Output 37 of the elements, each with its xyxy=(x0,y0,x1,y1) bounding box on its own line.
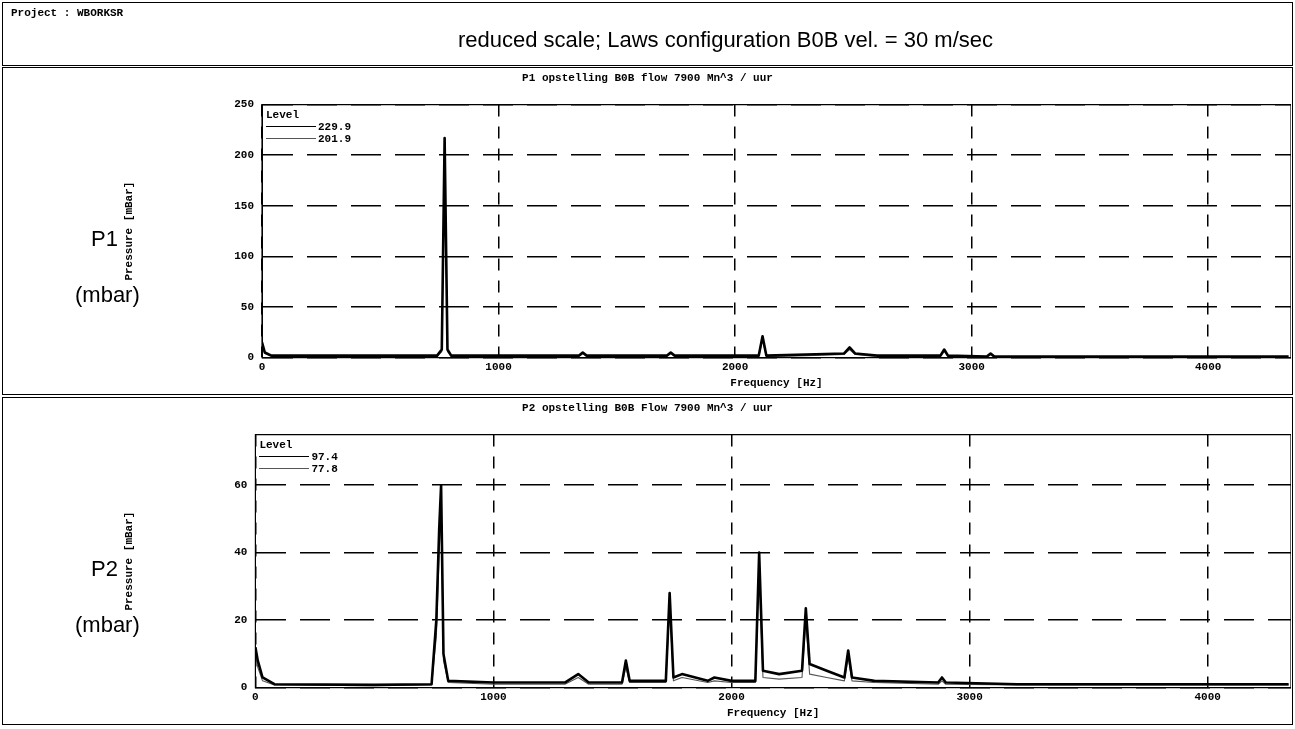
x-tick-label: 2000 xyxy=(718,690,745,703)
y-tick-label: 150 xyxy=(234,199,254,212)
x-tick-label: 2000 xyxy=(721,360,749,373)
y-tick-label: 200 xyxy=(234,148,254,161)
y-axis-title: Pressure [mBar] xyxy=(123,181,136,281)
legend-title: Level xyxy=(259,438,294,451)
x-tick-label: 4000 xyxy=(1195,360,1222,373)
text: P1 xyxy=(91,226,118,253)
legend-label: 229.9 xyxy=(318,120,352,133)
text: Project : WBORKSR xyxy=(11,7,124,19)
chart-title: P2 opstelling B0B Flow 7900 Mn^3 / uur xyxy=(521,402,774,414)
text: (mbar) xyxy=(75,281,140,308)
x-axis-title: Frequency [Hz] xyxy=(730,377,823,390)
y-tick-label: 0 xyxy=(247,351,254,364)
y-axis-title: Pressure [mBar] xyxy=(123,511,136,611)
legend-label: 77.8 xyxy=(311,462,338,475)
x-tick-label: 1000 xyxy=(480,690,507,703)
y-tick-label: 50 xyxy=(240,300,254,313)
chart-title: P1 opstelling B0B flow 7900 Mn^3 / uur xyxy=(521,72,774,84)
y-tick-label: 0 xyxy=(240,681,248,694)
text: reduced scale; Laws configuration B0B vel. = 30 m/sec xyxy=(458,27,994,53)
text: P2 xyxy=(91,556,118,583)
legend-title: Level xyxy=(266,108,300,121)
x-tick-label: 3000 xyxy=(956,690,983,703)
x-tick-label: 3000 xyxy=(958,360,985,373)
y-tick-label: 20 xyxy=(234,613,248,626)
y-tick-label: 60 xyxy=(234,478,248,491)
y-tick-label: 100 xyxy=(234,250,254,263)
y-tick-label: 40 xyxy=(234,546,248,559)
text: (mbar) xyxy=(75,611,140,638)
y-tick-label: 250 xyxy=(234,98,254,111)
x-tick-label: 4000 xyxy=(1194,690,1221,703)
legend-label: 201.9 xyxy=(318,132,352,145)
x-tick-label: 1000 xyxy=(485,360,512,373)
x-axis-title: Frequency [Hz] xyxy=(726,707,820,720)
x-tick-label: 0 xyxy=(258,360,266,373)
legend-label: 97.4 xyxy=(311,450,338,463)
